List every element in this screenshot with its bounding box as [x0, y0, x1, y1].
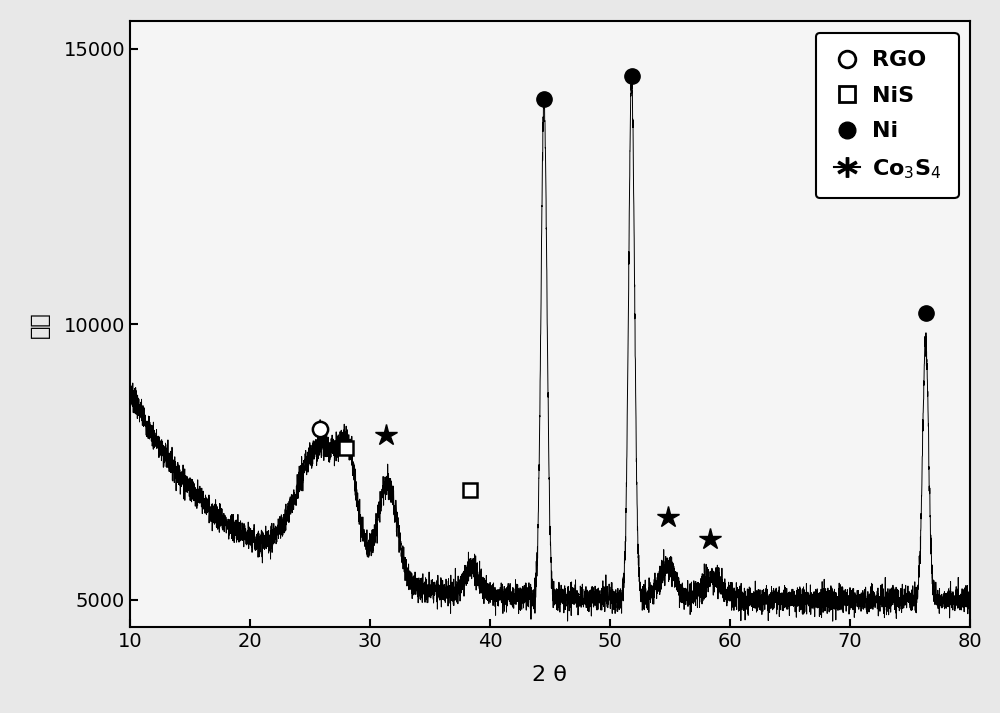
X-axis label: 2 θ: 2 θ [532, 665, 568, 685]
Y-axis label: 强度: 强度 [30, 311, 50, 338]
Legend: RGO, NiS, Ni, Co$_3$S$_4$: RGO, NiS, Ni, Co$_3$S$_4$ [816, 33, 959, 198]
